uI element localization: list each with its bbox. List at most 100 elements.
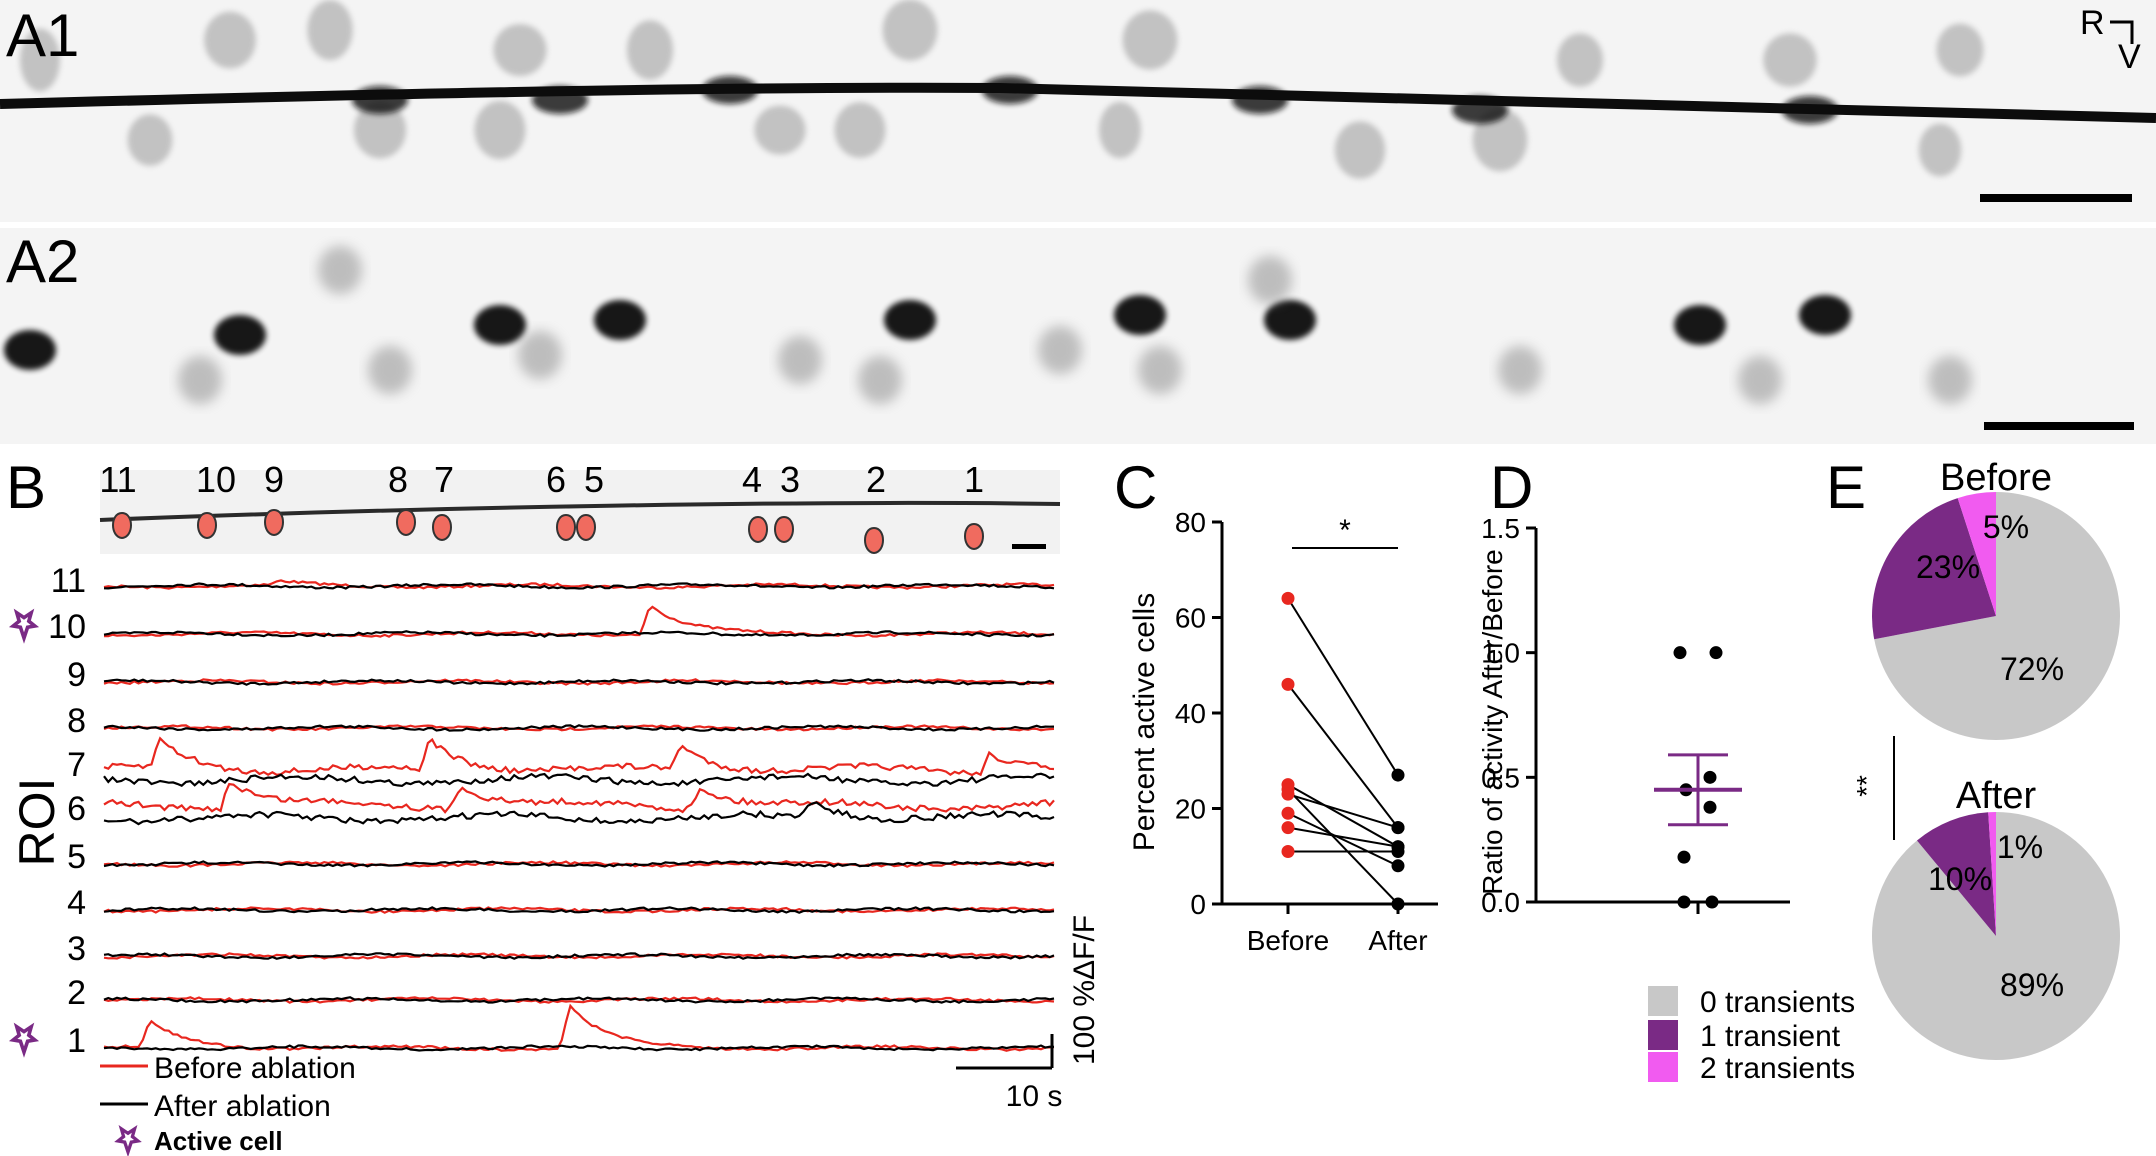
- b-panel-label: B: [6, 454, 46, 521]
- d-y-tick-label: 0.0: [1481, 887, 1520, 918]
- c-x-tick-label: Before: [1247, 925, 1330, 956]
- c-pair-line: [1287, 783, 1399, 848]
- roi-label: 9: [67, 656, 86, 694]
- roi-label: 2: [67, 974, 86, 1012]
- roi-cell-outline: [864, 526, 884, 555]
- panel-a1: A1 R V: [0, 0, 2156, 222]
- panel-b: B 11 10 9 8 7 6 5 4 3 2 1 ROI 11 10 9 8 …: [6, 454, 1101, 1156]
- panel-e: E Before After 72%23%5%89%10%1% ** 0 tra…: [1648, 454, 2121, 1085]
- pie-after-title: After: [1956, 775, 2037, 817]
- panel-d: D Ratio of activity After/Before 0.0 0.5 1…: [1477, 454, 1790, 918]
- a2-active-cell: [4, 330, 56, 370]
- legend-active-label: Active cell: [154, 1126, 283, 1156]
- a1-scale-bar: [1980, 194, 2132, 202]
- c-point-after: [1391, 897, 1405, 911]
- trace-after-ablation: [103, 772, 1055, 788]
- roi-axis-label: ROI: [9, 778, 65, 867]
- scale-bar-amplitude-label: 100 %ΔF/F: [1068, 915, 1101, 1065]
- roi-cell-outline: [748, 515, 768, 544]
- a1-cell-body: [493, 24, 547, 76]
- a2-active-cell: [1674, 305, 1726, 345]
- e-panel-label: E: [1826, 454, 1866, 521]
- roi-label: 3: [67, 930, 86, 968]
- c-point-before: [1281, 787, 1295, 801]
- roi-label: 1: [67, 1022, 86, 1060]
- c-point-before: [1281, 806, 1295, 820]
- a1-cell-body: [127, 114, 173, 166]
- trace-before-ablation: [103, 1003, 1055, 1052]
- pie-slice: [1988, 812, 1996, 936]
- a1-cell-body: [1557, 33, 1603, 87]
- b-image-scale-bar: [1012, 544, 1046, 549]
- pie-slice-label: 72%: [2000, 651, 2064, 687]
- trace-after-ablation: [103, 952, 1055, 960]
- a1-cell-body: [1122, 10, 1178, 70]
- a2-active-cell: [1114, 295, 1166, 335]
- d-point: [1703, 770, 1717, 784]
- c-data-marks: [1281, 591, 1405, 911]
- pie-slice-label: 89%: [2000, 967, 2064, 1003]
- a2-active-cell: [214, 315, 266, 355]
- e-significance-marker: **: [1851, 775, 1882, 797]
- legend-after-label: After ablation: [154, 1090, 331, 1123]
- a2-cell-body: [1038, 326, 1082, 374]
- cell-number: 2: [866, 459, 886, 500]
- a1-cell-body: [19, 28, 61, 92]
- c-point-after: [1391, 859, 1405, 873]
- a2-cell-body: [1738, 356, 1782, 404]
- legend-swatch-1: [1648, 1020, 1678, 1050]
- legend-swatch-2: [1648, 1052, 1678, 1082]
- a1-microscopy-image: [19, 0, 1984, 179]
- roi-cell-outline: [264, 508, 284, 537]
- a2-microscopy-image: [4, 246, 1972, 404]
- roi-cell-outline: [964, 522, 984, 551]
- a1-cell-body: [1763, 33, 1817, 87]
- c-point-after: [1391, 821, 1405, 835]
- b-cell-numbers: 11 10 9 8 7 6 5 4 3 2 1: [99, 459, 984, 500]
- c-y-tick-label: 40: [1175, 698, 1206, 729]
- cell-number: 1: [964, 459, 984, 500]
- c-point-before: [1281, 677, 1295, 691]
- panel-a2: A2: [0, 228, 2156, 444]
- roi-cell-outline: [576, 513, 596, 542]
- d-data-marks: [1654, 646, 1742, 909]
- a2-active-cell: [884, 300, 936, 340]
- roi-label: 11: [51, 562, 86, 600]
- a1-cell-body: [627, 20, 673, 80]
- a1-cell-body: [754, 105, 806, 155]
- a2-active-cell: [1799, 295, 1851, 335]
- roi-label: 5: [67, 838, 86, 876]
- d-point: [1677, 850, 1691, 864]
- orientation-r: R: [2080, 4, 2105, 42]
- a2-cell-body: [778, 336, 822, 384]
- trace-after-ablation: [103, 1044, 1055, 1052]
- a2-cell-body: [178, 356, 222, 404]
- trace-before-ablation: [103, 736, 1055, 777]
- pie-slice-label: 23%: [1916, 549, 1980, 585]
- d-axes: 0.0 0.5 1.0 1.5: [1481, 513, 1790, 918]
- a2-cell-body: [1248, 256, 1292, 304]
- active-cell-star-icon: [8, 1022, 40, 1058]
- e-legend: 0 transients 1 transient 2 transients: [1648, 986, 1855, 1085]
- roi-label: 6: [67, 790, 86, 828]
- b-cell-outlines: [112, 508, 984, 555]
- trace-after-ablation: [103, 678, 1055, 686]
- pie-slice-label: 1%: [1997, 829, 2043, 865]
- d-point: [1705, 895, 1719, 909]
- b-image-strip: [100, 470, 1060, 554]
- c-panel-label: C: [1114, 454, 1157, 521]
- d-point: [1709, 646, 1723, 660]
- pie-slice: [1957, 492, 1996, 616]
- cell-number: 9: [264, 459, 284, 500]
- c-point-before: [1281, 591, 1295, 605]
- trace-after-ablation: [103, 630, 1055, 638]
- d-y-tick-label: 0.5: [1481, 762, 1520, 793]
- trace-after-ablation: [103, 724, 1055, 732]
- d-point: [1677, 895, 1691, 909]
- cell-number: 8: [388, 459, 408, 500]
- pie-slice: [1874, 491, 2121, 741]
- a2-active-cell: [474, 305, 526, 345]
- a2-cell-body: [1498, 346, 1542, 394]
- legend-before-label: Before ablation: [154, 1052, 356, 1085]
